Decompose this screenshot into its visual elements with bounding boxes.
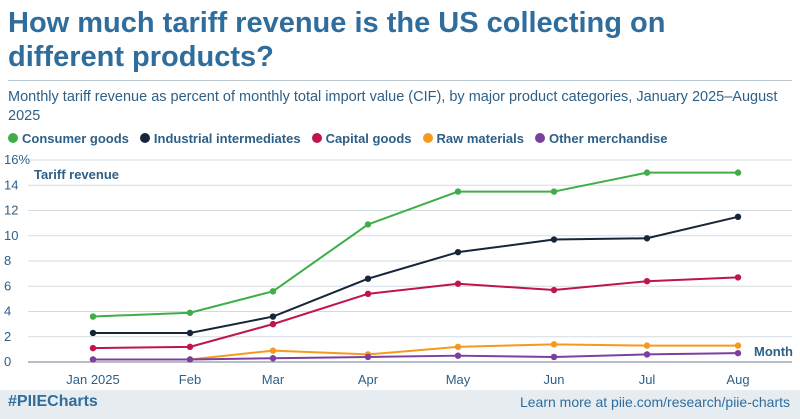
x-tick-label: Aug	[726, 372, 749, 387]
legend-item-capital-goods: Capital goods	[311, 130, 412, 146]
chart-legend: Consumer goods Industrial intermediates Ca…	[8, 130, 667, 146]
x-tick-label: Apr	[358, 372, 379, 387]
data-point-capital-goods	[454, 280, 462, 287]
data-point-industrial-intermediates	[89, 329, 97, 337]
legend-item-other-merchandise: Other merchandise	[534, 130, 668, 146]
data-point-consumer-goods	[550, 188, 558, 195]
x-tick-label: Jul	[639, 372, 656, 387]
x-tick-label: Feb	[179, 372, 201, 387]
y-axis-label: Tariff revenue	[34, 167, 119, 182]
data-point-industrial-intermediates	[454, 248, 462, 256]
data-point-other-merchandise	[734, 349, 742, 357]
data-point-capital-goods	[734, 274, 742, 281]
data-point-industrial-intermediates	[269, 313, 277, 320]
data-point-industrial-intermediates	[643, 235, 651, 242]
y-tick-label: 12	[4, 203, 18, 218]
legend-label: Other merchandise	[548, 130, 668, 146]
data-point-consumer-goods	[186, 309, 194, 316]
x-tick-label: May	[446, 372, 471, 387]
legend-marker	[534, 133, 545, 143]
series-line-industrial-intermediates	[93, 215, 739, 334]
y-tick-label: 0	[4, 354, 11, 369]
data-point-raw-materials	[550, 341, 558, 348]
data-point-other-merchandise	[643, 351, 651, 358]
legend-item-consumer-goods: Consumer goods	[8, 131, 129, 146]
legend-label: Consumer goods	[22, 130, 129, 146]
chart-title: How much tariff revenue is the US collec…	[8, 7, 666, 73]
y-tick-label: 4	[4, 304, 11, 319]
x-tick-label: Jan 2025	[66, 372, 120, 387]
gridlines	[28, 159, 792, 363]
legend-marker	[311, 133, 322, 143]
data-point-capital-goods	[550, 286, 558, 294]
y-tick-label: 8	[4, 253, 11, 268]
x-axis-label: Month	[754, 344, 793, 359]
legend-label: Industrial intermediates	[153, 130, 301, 146]
legend-label: Raw materials	[436, 130, 524, 146]
title-divider	[8, 80, 792, 81]
data-point-industrial-intermediates	[734, 213, 742, 221]
data-point-capital-goods	[186, 343, 194, 351]
data-point-other-merchandise	[550, 353, 558, 361]
legend-item-raw-materials: Raw materials	[422, 130, 524, 146]
data-point-consumer-goods	[364, 221, 372, 228]
y-axis-ticks: 0 2 4 6 8 10 12 14 16%	[4, 152, 30, 369]
data-point-consumer-goods	[89, 313, 97, 320]
footer-bar: #PIIECharts Learn more at piie.com/resea…	[0, 390, 800, 419]
y-tick-label: 6	[4, 278, 11, 293]
data-point-consumer-goods	[454, 188, 462, 195]
data-point-consumer-goods	[269, 288, 277, 295]
series-group	[89, 169, 742, 363]
data-point-capital-goods	[364, 290, 372, 298]
x-tick-label: Jun	[544, 372, 565, 387]
y-tick-label: 2	[4, 329, 11, 344]
data-point-raw-materials	[643, 342, 651, 349]
y-tick-label: 14	[4, 177, 18, 192]
data-point-other-merchandise	[186, 356, 194, 363]
line-chart: 0 2 4 6 8 10 12 14 16% Jan 2025 Feb Mar Apr May Jun Ju…	[4, 152, 793, 387]
data-point-other-merchandise	[454, 352, 462, 359]
series-line-capital-goods	[92, 276, 739, 350]
data-point-raw-materials	[454, 343, 462, 351]
series-line-consumer-goods	[92, 171, 738, 318]
data-point-other-merchandise	[269, 355, 277, 362]
data-point-capital-goods	[89, 344, 97, 352]
legend-marker	[8, 133, 18, 143]
x-tick-label: Mar	[262, 372, 285, 387]
hashtag: #PIIECharts	[8, 393, 98, 410]
chart-subtitle: Monthly tariff revenue as percent of mon…	[8, 89, 778, 124]
data-point-other-merchandise	[89, 356, 97, 363]
series-line-raw-materials	[93, 343, 738, 361]
legend-marker	[422, 133, 433, 143]
x-axis-ticks: Jan 2025 Feb Mar Apr May Jun Jul Aug	[66, 372, 749, 387]
y-tick-label: 16%	[4, 152, 30, 167]
data-point-raw-materials	[734, 342, 742, 349]
data-point-capital-goods	[269, 320, 277, 328]
data-point-consumer-goods	[643, 169, 651, 176]
data-point-industrial-intermediates	[550, 236, 558, 243]
data-point-industrial-intermediates	[364, 275, 372, 282]
data-point-raw-materials	[269, 347, 277, 354]
legend-marker	[139, 133, 150, 143]
data-point-other-merchandise	[364, 353, 372, 361]
data-point-capital-goods	[643, 278, 651, 285]
series-line-other-merchandise	[93, 352, 739, 361]
y-tick-label: 10	[4, 228, 18, 243]
data-point-industrial-intermediates	[186, 329, 194, 337]
learn-more-link[interactable]: Learn more at piie.com/research/piie-cha…	[519, 394, 790, 410]
legend-label: Capital goods	[325, 130, 412, 146]
data-point-consumer-goods	[734, 169, 742, 176]
legend-item-industrial-intermediates: Industrial intermediates	[139, 130, 301, 146]
